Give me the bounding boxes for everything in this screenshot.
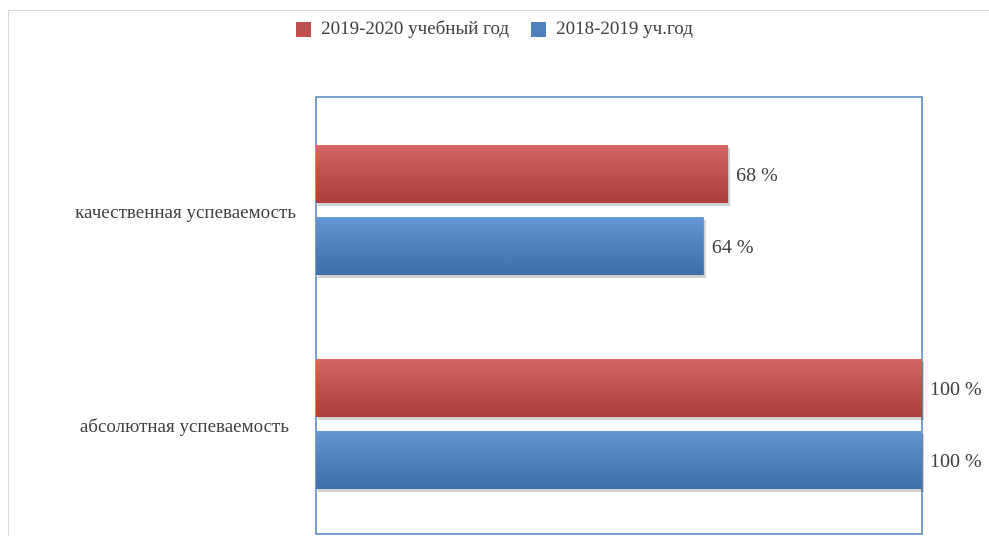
data-label: 68 %	[736, 164, 778, 186]
data-label: 64 %	[712, 236, 754, 258]
chart-area-border-left	[8, 10, 9, 536]
legend-item-series-1: 2019-2020 учебный год	[296, 18, 509, 40]
data-label: 100 %	[930, 450, 982, 472]
chart-area-border-top	[8, 10, 989, 11]
data-label: 100 %	[930, 378, 982, 400]
category-label: качественная успеваемость	[75, 202, 296, 223]
plot-area-border	[315, 96, 923, 535]
legend-swatch-series-1	[296, 21, 312, 37]
legend-item-series-2: 2018-2019 уч.год	[531, 18, 693, 40]
category-label: абсолютная успеваемость	[80, 416, 289, 437]
bar-series-2-cat-1	[316, 217, 704, 275]
legend-label-series-2: 2018-2019 уч.год	[556, 18, 693, 39]
legend-label-series-1: 2019-2020 учебный год	[321, 18, 510, 39]
bar-series-2-cat-2	[316, 431, 922, 489]
legend-swatch-series-2	[531, 21, 547, 37]
bar-series-1-cat-1	[316, 145, 729, 203]
bar-series-1-cat-2	[316, 359, 922, 417]
legend: 2019-2020 учебный год 2018-2019 уч.год	[0, 18, 989, 40]
